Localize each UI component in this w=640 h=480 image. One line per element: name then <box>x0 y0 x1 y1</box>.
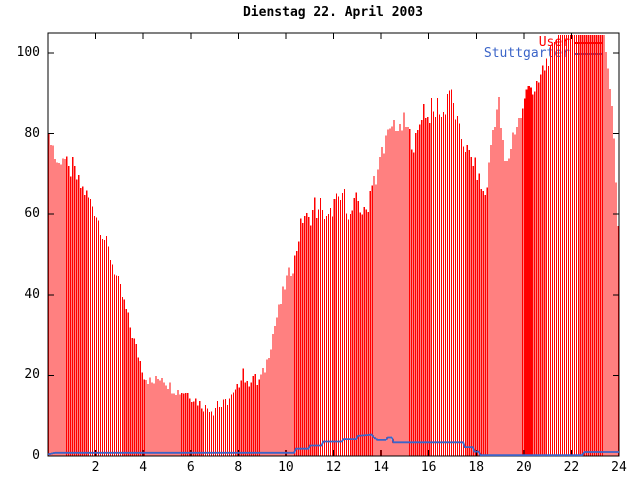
chart-title: Dienstag 22. April 2003 <box>242 5 423 20</box>
legend-stuttgarter-label: Stuttgarter <box>483 46 570 61</box>
